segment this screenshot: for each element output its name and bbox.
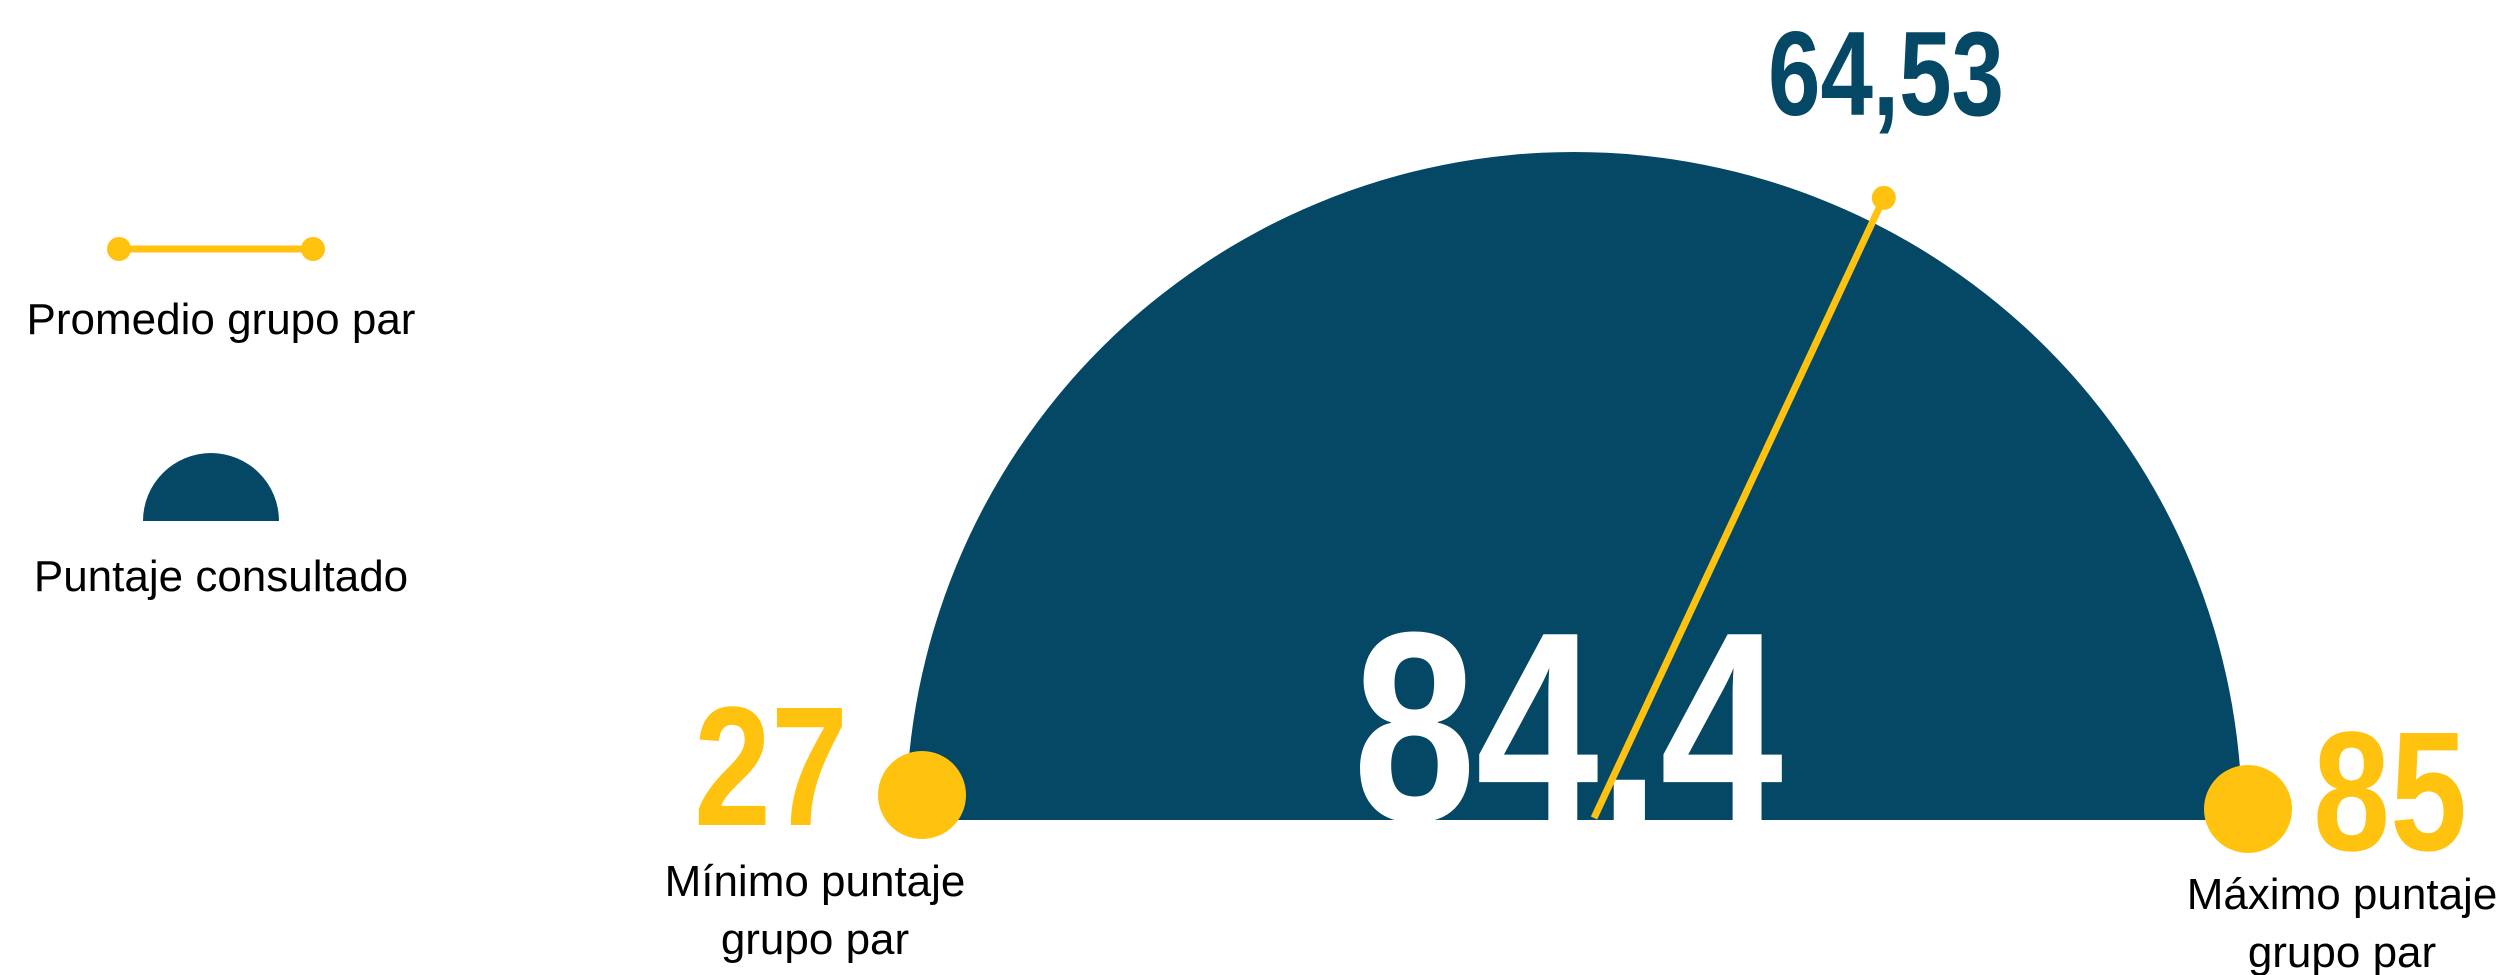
min-label-line2: grupo par (721, 915, 909, 964)
legend-score-label: Puntaje consultado (34, 552, 408, 601)
legend-average-label: Promedio grupo par (27, 295, 416, 344)
gauge-semicircle (906, 152, 2242, 820)
legend: Promedio grupo par Puntaje consultado (27, 237, 416, 601)
min-label-line1: Mínimo puntaje (665, 857, 966, 906)
average-needle-tip (1871, 185, 1896, 210)
gauge-value-label: 84.4 (1353, 577, 1784, 878)
max-value-label: 85 (2313, 697, 2467, 887)
min-marker (878, 751, 966, 839)
legend-average-dot-left-icon (107, 237, 131, 261)
max-label-line2: grupo par (2248, 928, 2436, 975)
legend-score-semicircle-icon (143, 453, 279, 521)
average-value-label: 64,53 (1768, 7, 2004, 141)
average-needle (1590, 196, 1887, 820)
min-value-label: 27 (694, 672, 848, 862)
max-marker (2204, 765, 2292, 853)
max-label-line1: Máximo puntaje (2187, 870, 2498, 919)
legend-average-dot-right-icon (301, 237, 325, 261)
